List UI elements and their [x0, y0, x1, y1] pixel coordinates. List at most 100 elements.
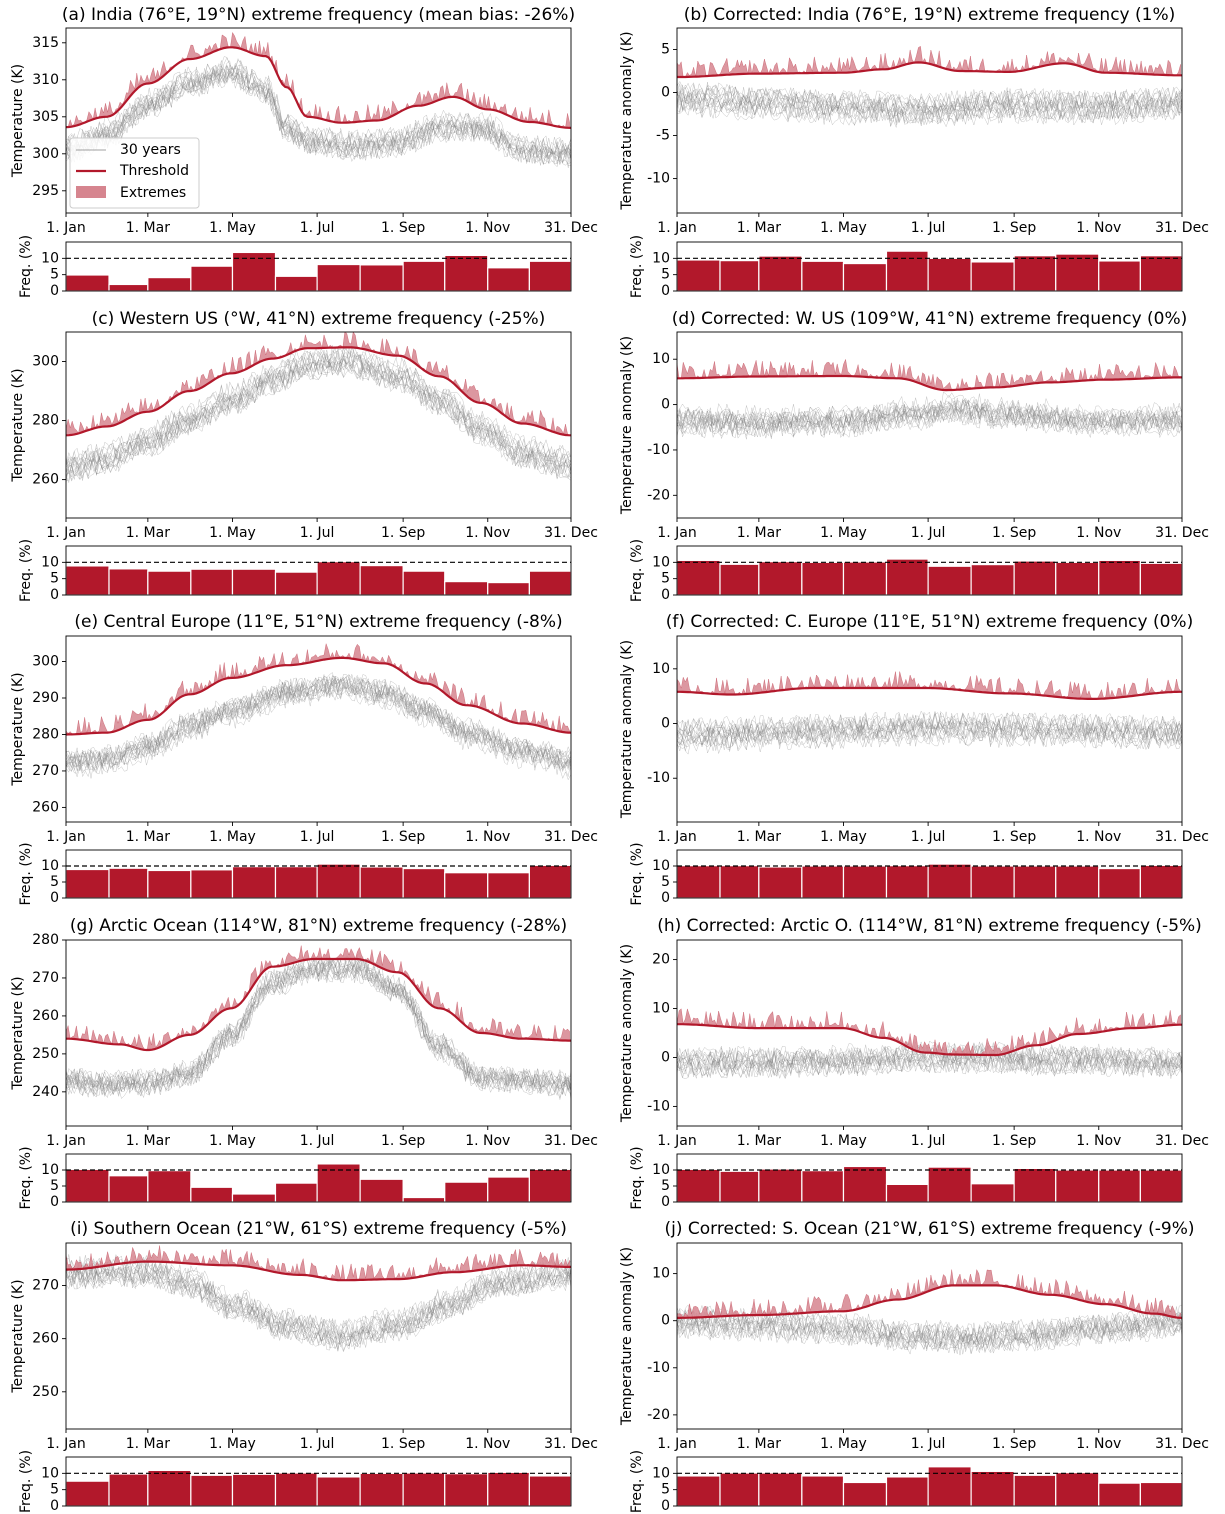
freq-bar	[1139, 562, 1183, 596]
year-trace	[66, 70, 571, 165]
year-trace	[66, 953, 571, 1090]
axes-frame	[65, 27, 572, 214]
x-tick-label: 1. Sep	[992, 829, 1036, 845]
year-trace	[677, 89, 1182, 119]
legend-years-label: 30 years	[120, 142, 181, 158]
x-tick-label: 1. May	[209, 525, 256, 541]
x-tick-label: 1. Sep	[381, 1436, 425, 1452]
freq-bar	[147, 869, 192, 899]
year-trace	[677, 726, 1182, 752]
freq-y-tick-label: 10	[652, 858, 670, 874]
freq-bar	[927, 565, 972, 596]
freq-frame	[65, 1153, 572, 1203]
year-trace	[66, 677, 571, 774]
year-trace	[66, 1263, 571, 1347]
panel-d: (d) Corrected: W. US (109°W, 41°N) extre…	[619, 309, 1209, 603]
freq-bar	[801, 1475, 845, 1507]
year-trace	[677, 397, 1182, 431]
freq-bar	[359, 1178, 404, 1203]
x-tick-label: 1. Jul	[300, 220, 335, 236]
freq-y-tick-label: 10	[41, 858, 59, 874]
y-tick-label: 10	[652, 661, 670, 677]
freq-bar	[528, 1475, 572, 1507]
freq-bar	[359, 564, 404, 596]
plot-area-f	[677, 671, 1182, 755]
freq-bar	[1013, 1167, 1057, 1203]
y-tick-label: 280	[32, 413, 59, 429]
freq-bar	[1055, 561, 1100, 596]
year-trace	[677, 398, 1182, 431]
x-tick-label: 1. Mar	[126, 1133, 170, 1149]
year-trace	[66, 346, 571, 473]
freq-bar	[402, 260, 446, 292]
freq-bar	[927, 1466, 972, 1507]
year-trace	[66, 1268, 571, 1352]
freq-bar	[885, 250, 929, 292]
y-tick-label: 305	[32, 109, 59, 125]
freq-bar	[842, 1481, 888, 1507]
freq-bar	[528, 260, 572, 292]
year-trace	[66, 676, 571, 773]
threshold-line	[66, 1260, 571, 1282]
year-trace	[66, 961, 571, 1096]
y-axis-label: Temperature (K)	[10, 1279, 26, 1393]
y-tick-label: 270	[32, 970, 59, 986]
year-trace	[66, 57, 571, 155]
freq-y-tick-label: 10	[652, 250, 670, 266]
plot-area-h	[677, 1008, 1182, 1080]
freq-frame	[65, 241, 572, 292]
x-tick-label: 1. Mar	[737, 829, 781, 845]
freq-bar	[274, 571, 318, 596]
year-trace	[66, 1265, 571, 1349]
freq-bar	[274, 275, 318, 292]
x-tick-label: 1. Jul	[911, 525, 946, 541]
year-trace	[677, 92, 1182, 124]
x-tick-label: 1. Nov	[465, 525, 510, 541]
year-trace	[66, 345, 571, 465]
year-trace	[677, 711, 1182, 739]
freq-y-tick-label: 10	[41, 554, 59, 570]
year-trace	[66, 962, 571, 1095]
freq-bar	[1055, 865, 1100, 899]
year-trace	[66, 1258, 571, 1340]
x-tick-label: 31. Dec	[544, 829, 598, 845]
freq-bar	[885, 1476, 929, 1507]
extremes-area	[677, 671, 1181, 700]
year-trace	[677, 405, 1182, 440]
year-trace	[66, 672, 571, 767]
year-trace	[66, 354, 571, 478]
y-tick-label: -10	[647, 770, 670, 786]
freq-y-tick-label: 10	[652, 1465, 670, 1481]
year-trace	[677, 710, 1182, 737]
x-tick-label: 31. Dec	[544, 1436, 598, 1452]
freq-bar	[487, 581, 530, 596]
freq-bar	[1139, 1169, 1183, 1203]
year-trace	[677, 713, 1182, 740]
year-trace	[677, 92, 1182, 123]
x-tick-label: 31. Dec	[544, 1133, 598, 1149]
y-tick-label: -10	[647, 1098, 670, 1114]
legend: 30 years Threshold Extremes	[69, 137, 200, 209]
y-tick-label: 250	[32, 1384, 59, 1400]
freq-frame	[676, 241, 1183, 292]
freq-bar	[885, 1183, 929, 1203]
freq-y-tick-label: 10	[652, 554, 670, 570]
year-trace	[677, 84, 1182, 114]
freq-bar	[758, 866, 803, 899]
x-tick-label: 1. Nov	[1076, 1436, 1121, 1452]
year-trace	[677, 406, 1182, 439]
year-trace	[66, 674, 571, 771]
year-trace	[677, 718, 1182, 746]
panel-b: (b) Corrected: India (76°E, 19°N) extrem…	[619, 5, 1209, 299]
year-trace	[66, 959, 571, 1093]
freq-y-tick-label: 10	[41, 250, 59, 266]
x-tick-label: 1. Jan	[657, 1133, 696, 1149]
x-tick-label: 1. Mar	[737, 1133, 781, 1149]
freq-bar	[359, 264, 404, 292]
freq-bar	[147, 570, 192, 596]
x-tick-label: 1. Jul	[300, 829, 335, 845]
year-trace	[677, 1315, 1182, 1351]
y-tick-label: 20	[652, 952, 670, 968]
